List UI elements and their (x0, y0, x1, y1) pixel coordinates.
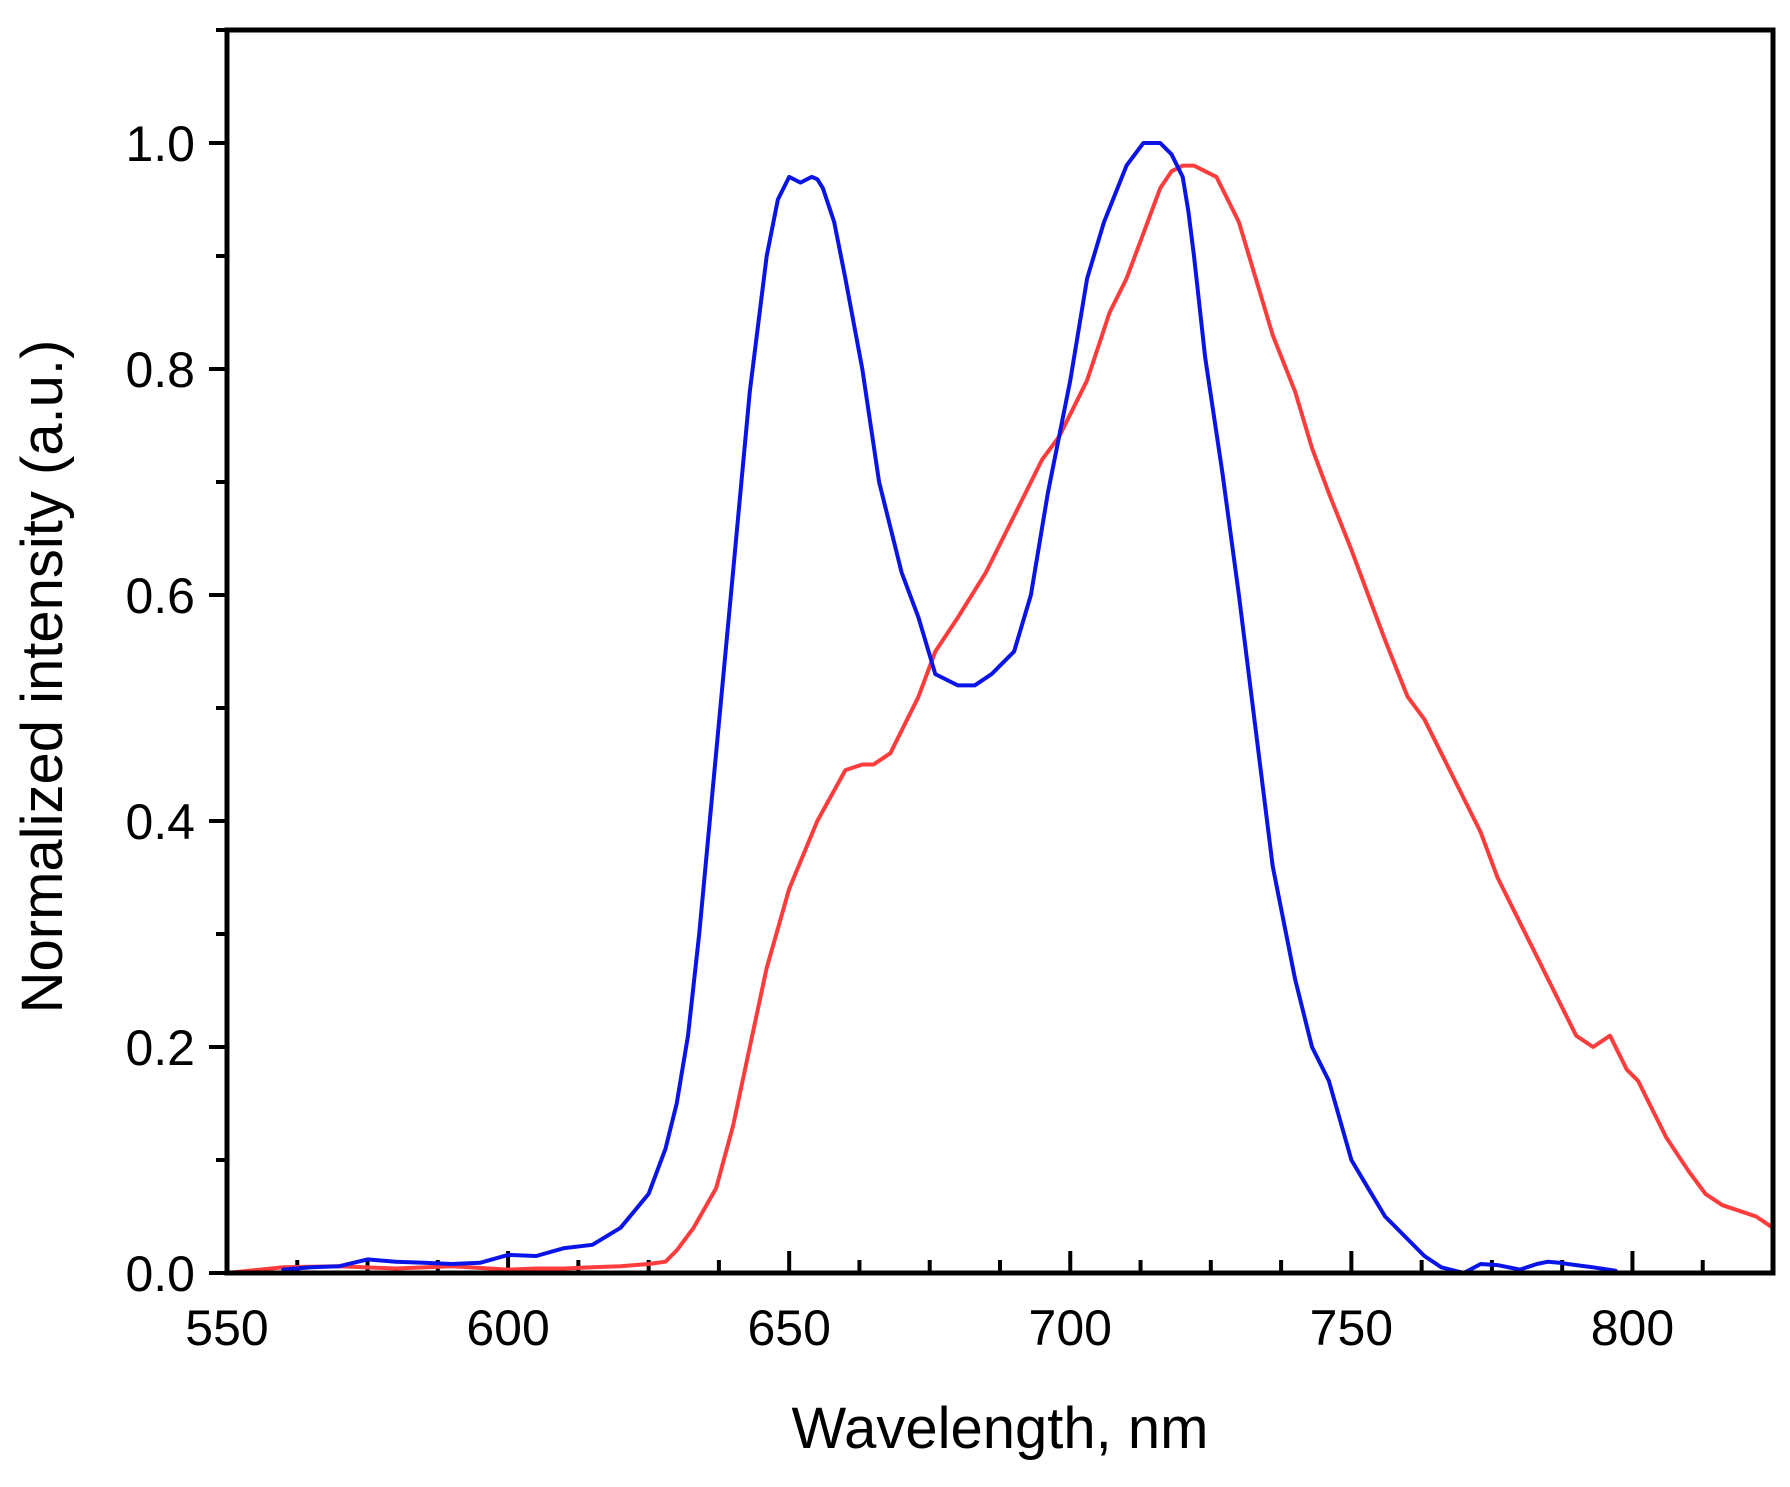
series-line-red (225, 163, 1775, 1275)
y-tick-label: 0.2 (125, 1020, 195, 1076)
x-tick-label: 750 (1310, 1300, 1393, 1356)
y-tick-label: 1.0 (125, 116, 195, 172)
x-tick-labels: 550 600 650 700 750 800 (185, 1300, 1674, 1356)
y-tick-label: 0.8 (125, 342, 195, 398)
x-tick-label: 800 (1591, 1300, 1674, 1356)
plot-series (225, 141, 1775, 1275)
y-axis-title: Normalized intensity (a.u.) (10, 340, 75, 1014)
x-tick-label: 550 (185, 1300, 268, 1356)
x-axis-title: Wavelength, nm (792, 1396, 1209, 1461)
series-line-blue (281, 141, 1618, 1275)
y-tick-label: 0.4 (125, 794, 195, 850)
y-tick-labels: 0.0 0.2 0.4 0.6 0.8 1.0 (125, 116, 195, 1302)
y-tick-label: 0.6 (125, 568, 195, 624)
y-tick-label: 0.0 (125, 1246, 195, 1302)
plot-frame (224, 27, 1776, 1276)
x-tick-label: 600 (466, 1300, 549, 1356)
x-tick-label: 700 (1029, 1300, 1112, 1356)
axis-ticks (209, 28, 1775, 1275)
x-tick-label: 650 (747, 1300, 830, 1356)
